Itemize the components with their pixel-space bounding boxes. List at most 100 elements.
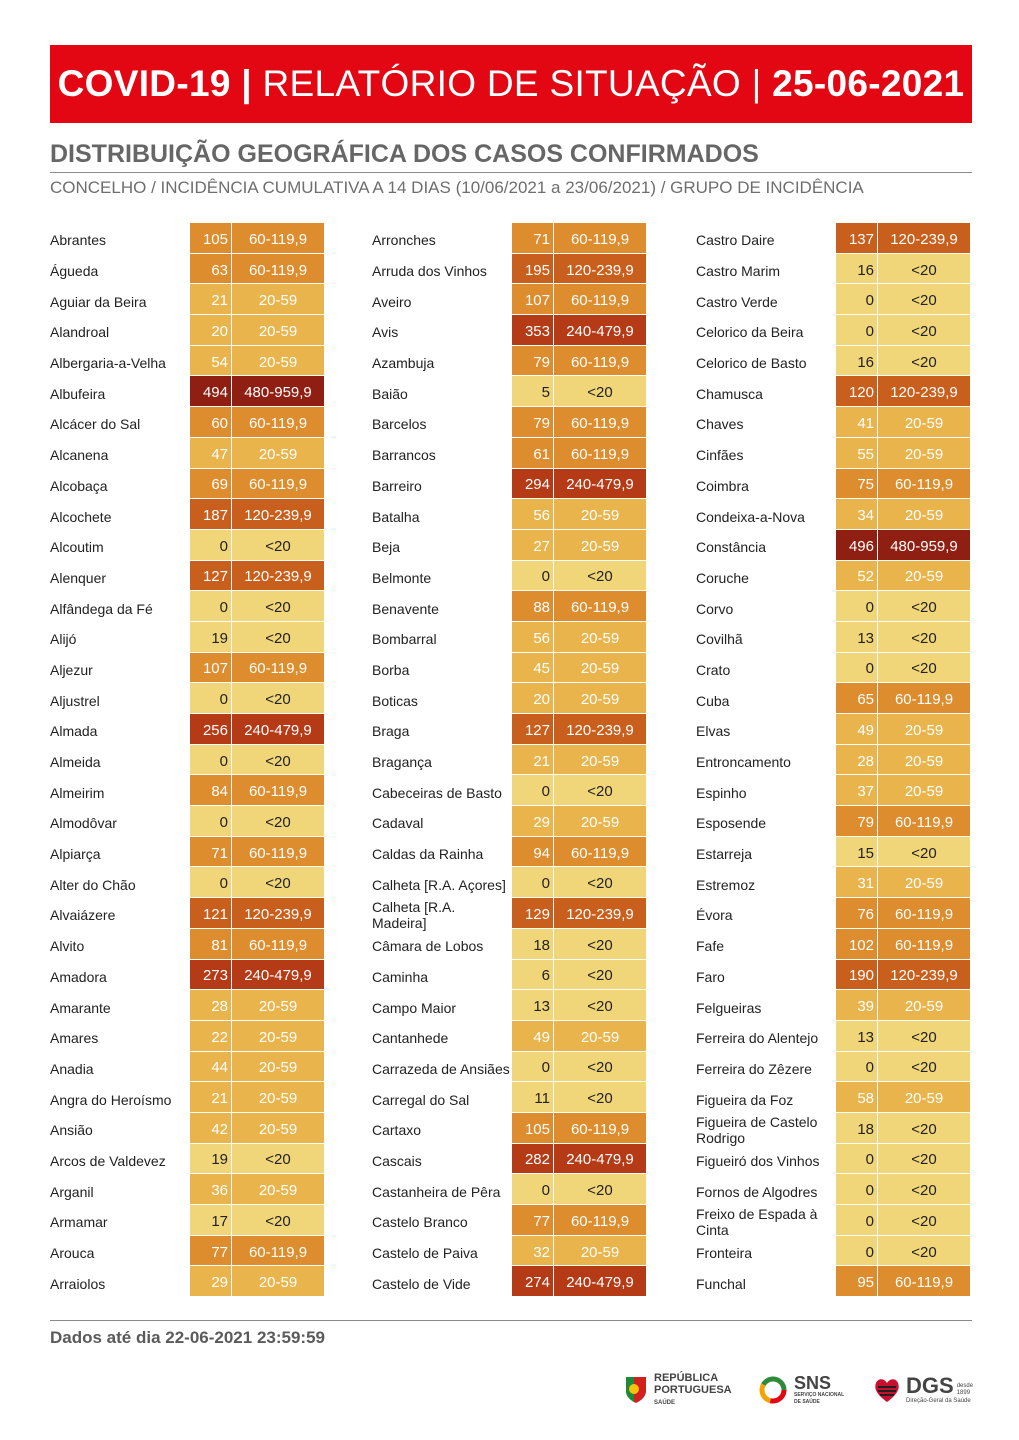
table-row: Belmonte 0 <20 (372, 560, 646, 592)
incidence-group: <20 (232, 806, 324, 837)
incidence-value: 17 (190, 1205, 232, 1236)
municipality-name: Alcanena (50, 447, 109, 464)
municipality-name: Cadaval (372, 815, 424, 832)
table-row: Bombarral 56 20-59 (372, 621, 646, 653)
incidence-value: 5 (512, 376, 554, 408)
table-row: Barreiro 294 240-479,9 (372, 468, 646, 500)
municipality-name: Albufeira (50, 385, 106, 402)
incidence-value: 60 (190, 407, 232, 438)
municipality-name: Barcelos (372, 416, 427, 433)
municipality-name: Alenquer (50, 569, 107, 586)
incidence-value: 0 (190, 529, 232, 561)
municipality-name: Ferreira do Alentejo (696, 1030, 819, 1047)
municipality-name: Castro Daire (696, 232, 775, 249)
incidence-group: <20 (554, 867, 646, 899)
table-row: Estarreja 15 <20 (696, 836, 970, 868)
sns-line3: DE SAÚDE (794, 1399, 820, 1405)
republica-line1: REPÚBLICA (654, 1372, 719, 1384)
incidence-group: 60-119,9 (554, 345, 646, 377)
incidence-value: 95 (836, 1266, 878, 1298)
municipality-name: Figueira da Foz (696, 1091, 794, 1108)
incidence-group: 120-239,9 (554, 898, 646, 929)
municipality-name: Castanheira de Pêra (372, 1183, 501, 1200)
table-row: Alcoutim 0 <20 (50, 529, 324, 561)
table-row: Coruche 52 20-59 (696, 560, 970, 592)
municipality-name: Esposende (696, 815, 767, 832)
data-timestamp: Dados até dia 22-06-2021 23:59:59 (50, 1328, 325, 1347)
incidence-value: 75 (836, 468, 878, 500)
incidence-group: <20 (232, 1143, 324, 1175)
table-row: Caldas da Rainha 94 60-119,9 (372, 836, 646, 868)
incidence-group: <20 (554, 560, 646, 592)
table-row: Cantanhede 49 20-59 (372, 1020, 646, 1052)
municipality-name: Barreiro (372, 477, 422, 494)
municipality-name: Caminha (372, 968, 429, 985)
flag-shield-icon (626, 1377, 646, 1403)
incidence-value: 56 (512, 621, 554, 653)
table-row: Corvo 0 <20 (696, 591, 970, 622)
table-row: Arcos de Valdevez 19 <20 (50, 1143, 324, 1175)
incidence-group: 60-119,9 (232, 1235, 324, 1267)
municipality-name: Cinfães (696, 447, 744, 464)
table-row: Felgueiras 39 20-59 (696, 990, 970, 1021)
municipality-name: Bragança (372, 754, 432, 771)
table-row: Campo Maior 13 <20 (372, 990, 646, 1021)
municipality-name: Campo Maior (372, 999, 457, 1016)
table-row: Coimbra 75 60-119,9 (696, 468, 970, 500)
incidence-group: 120-239,9 (878, 959, 970, 991)
incidence-group: <20 (878, 652, 970, 684)
municipality-name: Chaves (696, 416, 744, 433)
incidence-group: <20 (554, 1082, 646, 1113)
table-row: Entroncamento 28 20-59 (696, 744, 970, 776)
incidence-group: 20-59 (554, 744, 646, 776)
municipality-name: Amadora (50, 968, 107, 985)
banner-date: 25-06-2021 (772, 63, 965, 104)
municipality-name: Braga (372, 723, 410, 740)
incidence-group: <20 (878, 1112, 970, 1144)
table-row: Borba 45 20-59 (372, 652, 646, 684)
table-row: Alijó 19 <20 (50, 621, 324, 653)
incidence-group: 60-119,9 (878, 928, 970, 960)
table-row: Câmara de Lobos 18 <20 (372, 928, 646, 960)
incidence-value: 34 (836, 499, 878, 530)
incidence-value: 58 (836, 1082, 878, 1113)
incidence-value: 0 (512, 775, 554, 807)
municipality-name: Anadia (50, 1060, 94, 1077)
table-row: Castro Daire 137 120-239,9 (696, 223, 970, 254)
incidence-value: 79 (512, 345, 554, 377)
municipality-name: Amarante (50, 999, 111, 1016)
incidence-group: 120-239,9 (232, 499, 324, 530)
table-row: Alfândega da Fé 0 <20 (50, 591, 324, 622)
incidence-group: 60-119,9 (554, 836, 646, 868)
municipality-name: Bombarral (372, 631, 437, 648)
municipality-name: Ansião (50, 1122, 93, 1139)
incidence-value: 29 (512, 806, 554, 837)
section-subheading: CONCELHO / INCIDÊNCIA CUMULATIVA A 14 DI… (50, 178, 864, 197)
table-row: Barrancos 61 60-119,9 (372, 437, 646, 469)
table-row: Arganil 36 20-59 (50, 1174, 324, 1205)
table-row: Cadaval 29 20-59 (372, 806, 646, 837)
incidence-value: 69 (190, 468, 232, 500)
municipality-name: Cuba (696, 692, 730, 709)
incidence-value: 294 (512, 468, 554, 500)
incidence-group: 20-59 (878, 744, 970, 776)
heading-divider (50, 172, 972, 173)
table-row: Aljezur 107 60-119,9 (50, 652, 324, 684)
incidence-value: 13 (836, 621, 878, 653)
table-row: Castro Verde 0 <20 (696, 284, 970, 316)
incidence-value: 21 (190, 284, 232, 316)
incidence-value: 0 (836, 652, 878, 684)
incidence-group: 60-119,9 (232, 775, 324, 807)
table-row: Alandroal 20 20-59 (50, 315, 324, 346)
table-row: Avis 353 240-479,9 (372, 315, 646, 346)
incidence-group: 20-59 (554, 1020, 646, 1052)
table-row: Barcelos 79 60-119,9 (372, 407, 646, 438)
municipality-name: Castelo de Paiva (372, 1245, 478, 1262)
incidence-value: 137 (836, 223, 878, 254)
incidence-group: 20-59 (232, 437, 324, 469)
table-row: Alter do Chão 0 <20 (50, 867, 324, 899)
republica-line3: SAÚDE (654, 1400, 676, 1406)
incidence-value: 0 (836, 315, 878, 346)
table-row: Celorico de Basto 16 <20 (696, 345, 970, 377)
table-row: Bragança 21 20-59 (372, 744, 646, 776)
